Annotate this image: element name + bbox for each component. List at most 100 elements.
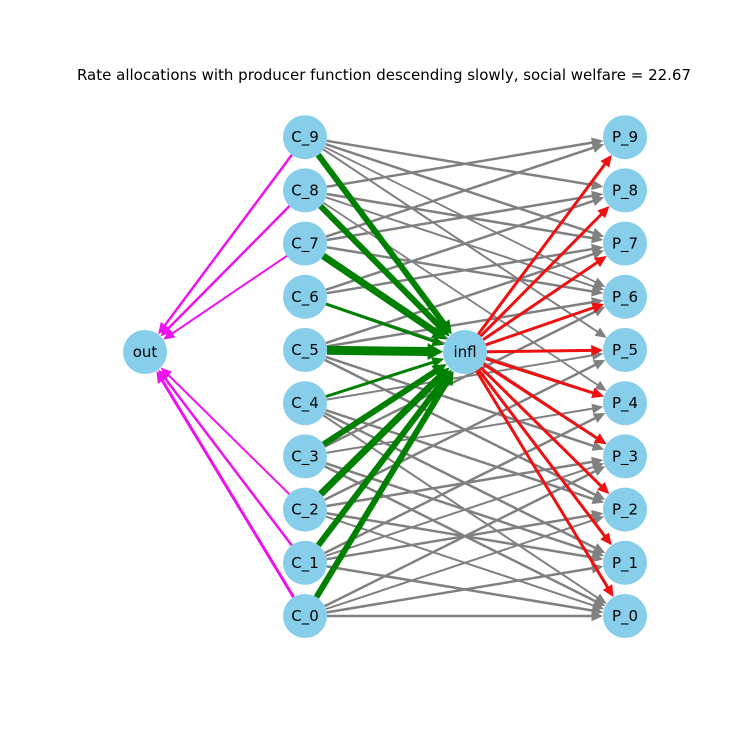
edge-infl-to-p2-arrowhead [597,481,610,495]
node-consumer-8-label: C_8 [291,181,319,200]
edge-c8-to-out [160,205,291,337]
edge-c8-to-out-line [166,205,291,330]
node-producer-2: P_2 [603,487,647,532]
node-producer-2-circle [603,487,647,532]
edge-c9-to-p6-line [324,146,597,284]
edge-c0-to-p0-arrowhead [591,610,603,622]
edge-c0-to-p3-arrowhead [592,466,606,477]
edge-c9-to-infl [315,153,452,335]
edge-c3-to-infl [321,364,447,447]
node-consumer-6-circle [283,274,327,319]
node-consumer-1: C_1 [283,540,327,585]
node-producer-9: P_9 [603,115,647,160]
edge-infl-to-p6 [485,302,605,347]
node-consumer-1-label: C_1 [291,554,319,573]
node-out: out [123,330,167,374]
node-infl-circle [443,330,487,374]
node-consumer-1-circle [283,540,327,585]
edge-c0-to-p0 [327,610,603,622]
edge-c7-to-out-arrowhead [163,329,176,340]
node-consumer-2-circle [283,487,327,532]
node-producer-4: P_4 [603,381,647,426]
node-consumer-3: C_3 [283,434,327,479]
node-producer-5: P_5 [603,328,647,372]
edge-infl-to-p9 [476,154,612,336]
edge-infl-to-p8-line [479,212,603,338]
edge-c7-to-p8-line [326,194,594,242]
edge-c1-to-p0-line [326,565,594,612]
node-consumer-4: C_4 [283,381,327,426]
node-consumer-3-circle [283,434,327,479]
edge-c2-to-p3-line [326,460,594,508]
edge-c2-to-p1-line [326,511,594,559]
node-producer-0-circle [603,594,647,638]
edge-c7-to-out-line [171,255,288,335]
edge-infl-to-p7-arrowhead [593,255,607,268]
edge-c8-to-p7-line [326,192,594,240]
edge-c8-to-p6-line [325,196,595,288]
edge-infl-to-p1-line [477,368,607,538]
edge-infl-to-p9-arrowhead [600,154,612,168]
edge-infl-to-p1-arrowhead [600,532,612,546]
node-consumer-6-label: C_6 [291,288,319,307]
edge-c6-to-p8 [325,195,605,292]
edge-infl-to-p8-arrowhead [597,206,610,219]
edge-infl-to-p5-arrowhead [591,344,604,356]
edge-c0-to-p2-line [325,518,595,611]
nodes-layer: out infl C_0 C_1 C_2 C_3 C_4 C_5 C_6 C_7 C_8 C_9 P_0… [123,115,647,638]
node-consumer-2-label: C_2 [291,501,319,520]
edge-c5-to-p7-line [325,252,595,345]
edge-c3-to-p6 [324,306,606,448]
edge-c9-to-out-arrowhead [158,321,170,335]
node-producer-3-circle [603,434,647,479]
edge-c9-to-p8 [326,139,604,191]
edge-c4-to-infl [325,357,445,398]
node-out-circle [123,330,167,374]
edge-c2-to-out-arrowhead [160,367,173,379]
node-producer-9-label: P_9 [612,128,638,147]
node-consumer-7-label: C_7 [291,235,319,254]
node-producer-0-label: P_0 [612,607,638,626]
edge-infl-to-p3-arrowhead [593,433,607,445]
edge-c3-to-infl-arrowhead [431,364,447,378]
edge-c9-to-p7-line [325,142,595,235]
edge-infl-to-p2-line [479,366,603,488]
edge-c5-to-infl [326,343,444,361]
edge-c4-to-infl-arrowhead [431,357,445,368]
edge-infl-to-p4-line [485,357,595,395]
node-producer-4-circle [603,381,647,426]
edge-c4-to-p2-arrowhead [591,494,605,505]
edge-c8-to-out-arrowhead [160,324,173,337]
edge-c5-to-infl-line [326,345,429,357]
node-consumer-3-label: C_3 [291,447,319,466]
edge-c6-to-p8-arrowhead [591,195,605,206]
node-consumer-5-circle [283,328,327,372]
edge-c9-to-p5-arrowhead [594,327,607,338]
edge-c2-to-out-line [167,373,291,495]
edge-c2-to-p1 [326,511,604,563]
node-producer-8-label: P_8 [612,181,638,200]
edge-infl-to-p3 [482,362,607,445]
node-producer-6: P_6 [603,274,647,319]
edge-c9-to-p8-line [326,139,594,187]
edge-c0-to-p1-line [326,566,594,614]
edge-c2-to-p1-arrowhead [591,552,604,563]
edge-c2-to-infl-line [318,374,443,497]
edge-infl-to-p6-line [485,306,595,347]
node-producer-4-label: P_4 [612,394,638,413]
edge-c4-to-p1-line [324,411,597,550]
node-producer-2-label: P_2 [612,501,638,520]
node-producer-7-label: P_7 [612,235,638,254]
edge-c7-to-p6-arrowhead [591,286,604,297]
edge-c7-to-out [163,255,288,340]
node-producer-1-label: P_1 [612,554,638,573]
edge-c0-to-out-line [160,379,295,598]
edge-c6-to-p8-line [325,199,595,292]
edge-c8-to-infl-line [318,203,443,330]
node-consumer-5-label: C_5 [291,341,319,360]
edge-c0-to-out [156,370,295,598]
edge-infl-to-p0-arrowhead [602,584,614,598]
edge-c5-to-infl-arrowhead [427,343,444,361]
node-out-label: out [133,343,158,361]
